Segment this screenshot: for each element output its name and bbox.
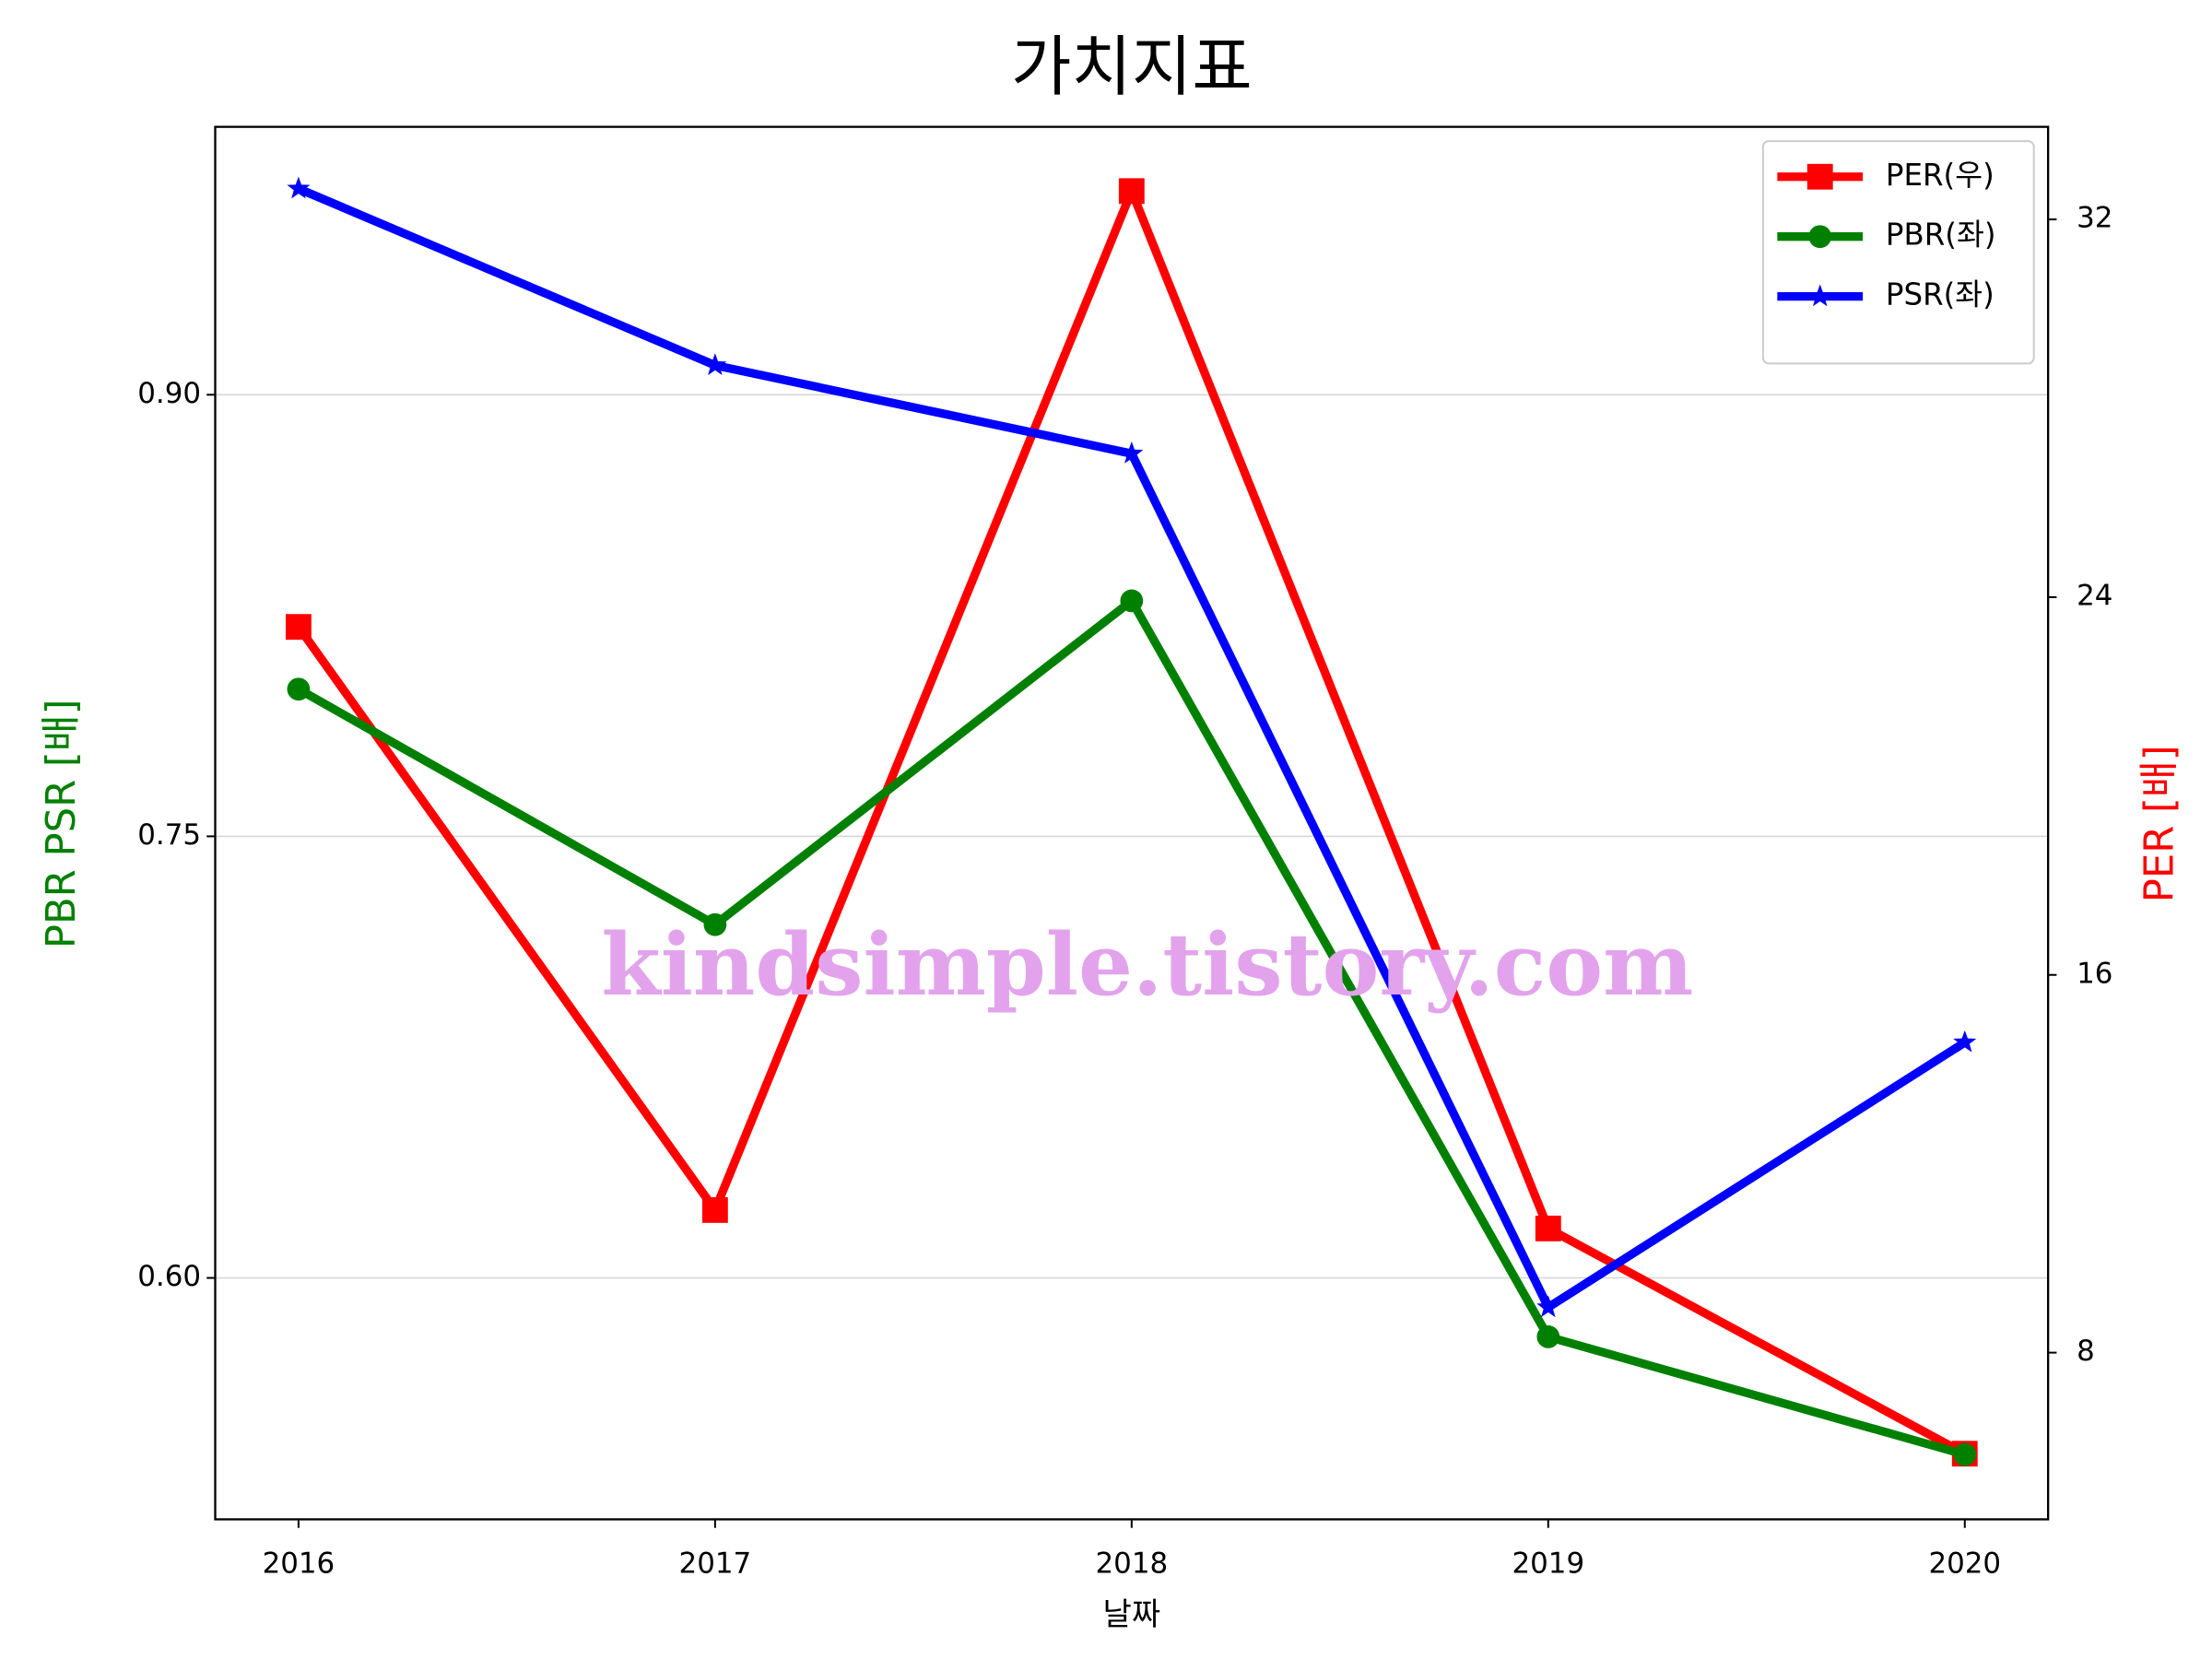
- y-tick-label: 0.75: [137, 818, 201, 852]
- x-axis-label: 날짜: [1103, 1596, 1161, 1633]
- x-tick-label: 2017: [679, 1547, 752, 1580]
- y2-tick-label: 24: [2077, 579, 2112, 612]
- marker: [1536, 1325, 1560, 1348]
- marker: [1120, 441, 1144, 464]
- y-tick-label: 0.60: [137, 1260, 201, 1293]
- marker: [1118, 178, 1145, 205]
- marker: [1808, 284, 1832, 307]
- x-tick-label: 2020: [1928, 1547, 2001, 1580]
- legend: PER(우) PBR(좌) PSR(좌): [1761, 140, 2035, 365]
- x-tick-label: 2019: [1512, 1547, 1584, 1580]
- marker: [1808, 225, 1832, 249]
- legend-label: PBR(좌): [1886, 218, 1996, 253]
- marker: [1953, 1442, 1977, 1466]
- marker: [703, 353, 727, 375]
- x-tick-label: 2018: [1096, 1547, 1169, 1580]
- marker: [287, 677, 311, 701]
- series: [287, 589, 1977, 1466]
- legend-label: PSR(좌): [1886, 277, 1994, 312]
- marker: [287, 176, 311, 199]
- chart-title: 가치지표: [1011, 29, 1253, 105]
- series: [285, 178, 1978, 1467]
- y-tick-label: 0.90: [137, 377, 201, 410]
- y2-tick-label: 8: [2077, 1335, 2095, 1368]
- y2-axis-label: PER [배]: [2136, 745, 2183, 902]
- x-tick-label: 2016: [263, 1547, 335, 1580]
- marker: [1536, 1295, 1560, 1318]
- watermark: kindsimple.tistory.com: [601, 914, 1693, 1015]
- marker: [701, 1196, 728, 1223]
- y2-tick-label: 16: [2077, 957, 2112, 990]
- legend-frame: [1761, 140, 2035, 365]
- y2-tick-label: 32: [2077, 202, 2112, 235]
- marker: [703, 912, 727, 936]
- marker: [1806, 163, 1833, 190]
- marker: [285, 614, 312, 641]
- y-axis-label: PBR PSR [배]: [39, 700, 85, 949]
- series: [287, 176, 1977, 1318]
- legend-label: PER(우): [1886, 158, 1994, 193]
- marker: [1953, 1030, 1977, 1053]
- marker: [1535, 1215, 1561, 1241]
- marker: [1120, 589, 1144, 613]
- plot-frame: [214, 125, 2050, 1521]
